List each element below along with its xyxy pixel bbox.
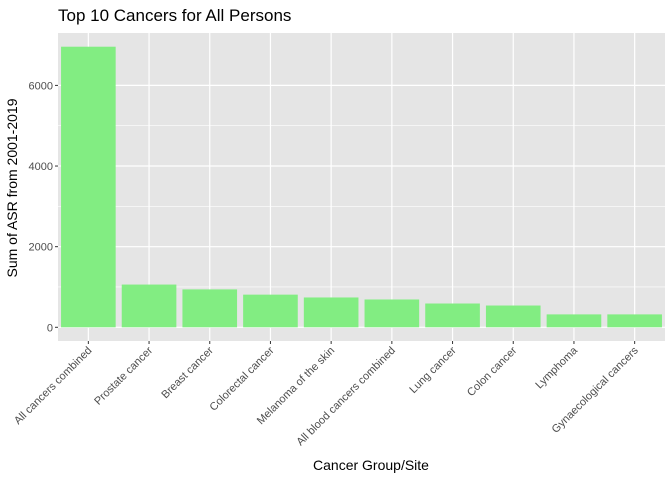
bar: [303, 297, 359, 328]
bar: [607, 314, 662, 328]
x-axis-title: Cancer Group/Site: [313, 457, 429, 473]
bar: [364, 299, 420, 328]
x-tick-label: Lung cancer: [407, 344, 459, 396]
y-tick-label: 2000: [29, 242, 53, 254]
bar: [546, 314, 602, 328]
x-tick-label: Colon cancer: [465, 344, 520, 399]
bars: [61, 46, 662, 328]
x-tick-label: Lymphoma: [533, 344, 580, 391]
bar: [121, 284, 177, 328]
x-tick-label: All blood cancers combined: [294, 345, 398, 449]
bar: [182, 289, 238, 328]
bar: [425, 303, 480, 328]
y-axis: 0 2000 4000 6000: [29, 80, 58, 334]
y-tick-label: 6000: [29, 80, 53, 92]
x-tick-label: Colorectal cancer: [208, 344, 277, 413]
y-tick-label: 4000: [29, 161, 53, 173]
y-tick-label: 0: [47, 322, 53, 334]
x-tick-label: Breast cancer: [159, 344, 216, 401]
bar: [61, 46, 116, 328]
x-tick-label: Prostate cancer: [92, 344, 155, 407]
chart-title: Top 10 Cancers for All Persons: [58, 6, 291, 25]
bar: [485, 305, 541, 328]
bar: [243, 294, 298, 328]
y-axis-title: Sum of ASR from 2001-2019: [4, 98, 20, 277]
x-tick-label: All cancers combined: [12, 345, 94, 427]
